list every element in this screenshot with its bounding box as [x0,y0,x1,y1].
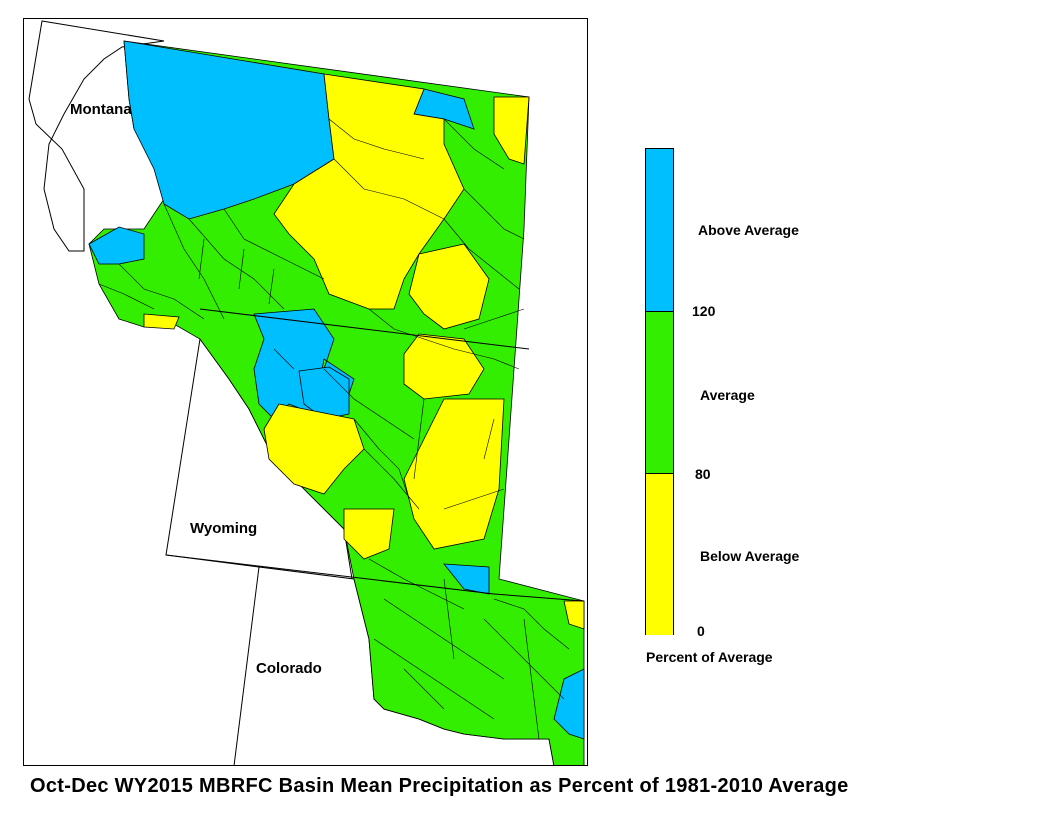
map-caption: Oct-Dec WY2015 MBRFC Basin Mean Precipit… [30,775,849,797]
basin-above-center [253,308,355,420]
legend-swatch-below [646,473,673,635]
basin-below-south-west [263,403,365,495]
legend-label-above: Above Average [698,222,799,238]
montana-outline [28,20,165,252]
basin-map [28,20,585,765]
legend-tick-0: 0 [697,623,705,639]
legend-label-below: Below Average [700,548,800,564]
basin-above-colorado-river [443,563,490,595]
legend-swatch-average [646,311,673,474]
basin-below-small-west [143,313,180,330]
state-label-colorado: Colorado [256,660,322,677]
legend-label-average: Average [700,387,755,403]
sub-basin-boundaries [98,118,570,740]
legend-title: Percent of Average [646,649,773,665]
basin-below-platte [343,508,395,560]
legend-tick-80: 80 [695,466,711,482]
state-boundary-lines [165,308,585,602]
state-label-montana: Montana [70,101,132,118]
basin-below-mid [408,243,490,330]
basin-above-west [88,226,145,265]
basin-below-central [403,333,485,400]
basin-below-east [493,96,530,165]
state-label-wyoming: Wyoming [190,520,258,537]
legend-tick-120: 120 [692,303,716,319]
basin-below-far-se [563,600,585,630]
legend-color-bar [645,148,674,635]
basin-above-lake [298,366,350,420]
map-frame: Montana Wyoming Colorado [23,18,588,766]
basin-above-se [553,668,585,740]
legend-swatch-above [646,149,673,311]
